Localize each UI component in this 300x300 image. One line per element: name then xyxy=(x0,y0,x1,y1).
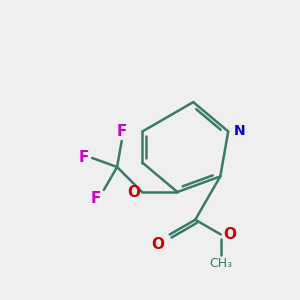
Text: N: N xyxy=(233,124,245,138)
Text: CH₃: CH₃ xyxy=(209,256,232,269)
Text: O: O xyxy=(128,184,141,200)
Text: F: F xyxy=(91,191,101,206)
Text: O: O xyxy=(224,227,237,242)
Text: F: F xyxy=(116,124,127,139)
Text: F: F xyxy=(79,151,89,166)
Text: O: O xyxy=(151,237,164,252)
